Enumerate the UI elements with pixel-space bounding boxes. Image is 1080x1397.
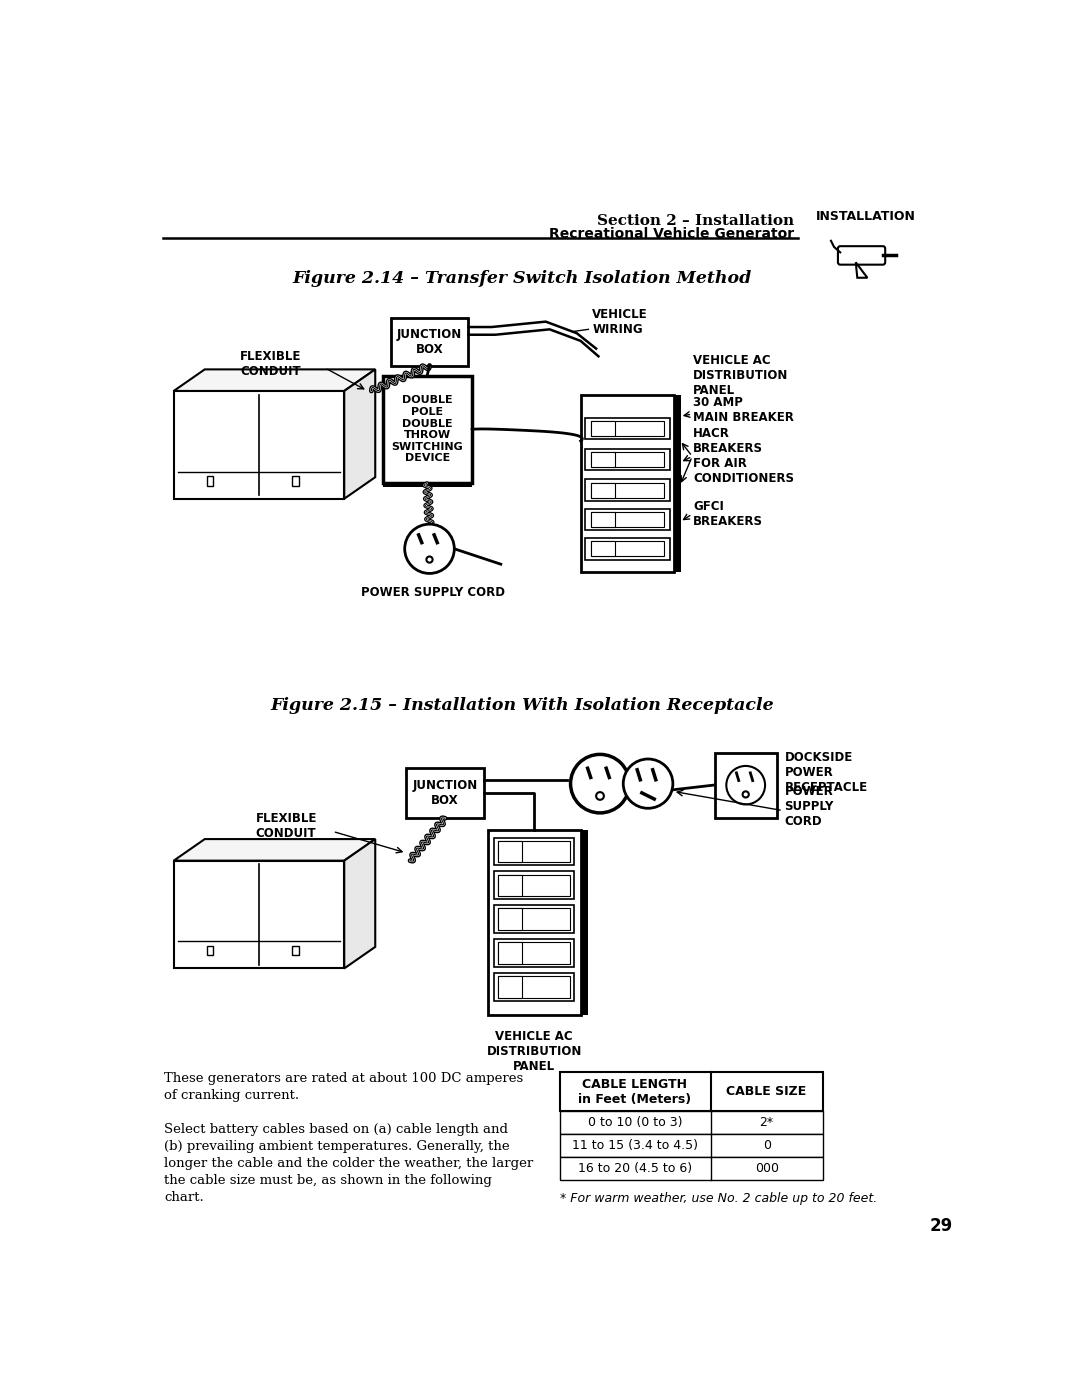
Circle shape xyxy=(727,766,765,805)
Circle shape xyxy=(596,792,604,800)
Bar xyxy=(499,875,522,895)
Bar xyxy=(383,483,472,488)
Bar xyxy=(581,395,674,571)
Text: DOCKSIDE
POWER
RECEPTACLE: DOCKSIDE POWER RECEPTACLE xyxy=(784,750,867,793)
Bar xyxy=(406,768,484,819)
Text: VEHICLE AC
DISTRIBUTION
PANEL: VEHICLE AC DISTRIBUTION PANEL xyxy=(693,353,788,397)
Text: DOUBLE
POLE
DOUBLE
THROW
SWITCHING
DEVICE: DOUBLE POLE DOUBLE THROW SWITCHING DEVIC… xyxy=(391,395,463,464)
Circle shape xyxy=(743,791,748,798)
Bar xyxy=(591,420,615,436)
Bar xyxy=(584,418,670,440)
Text: INSTALLATION: INSTALLATION xyxy=(815,210,916,224)
Text: 30 AMP
MAIN BREAKER: 30 AMP MAIN BREAKER xyxy=(693,397,794,425)
Text: HACR
BREAKERS
FOR AIR
CONDITIONERS: HACR BREAKERS FOR AIR CONDITIONERS xyxy=(693,427,794,485)
Text: 11 to 15 (3.4 to 4.5): 11 to 15 (3.4 to 4.5) xyxy=(572,1139,698,1153)
Text: VEHICLE
WIRING: VEHICLE WIRING xyxy=(592,307,648,335)
Bar xyxy=(499,977,522,997)
Circle shape xyxy=(623,759,673,809)
Text: Figure 2.15 – Installation With Isolation Receptacle: Figure 2.15 – Installation With Isolatio… xyxy=(271,697,774,714)
Bar xyxy=(581,830,589,1014)
Bar xyxy=(499,908,570,930)
Bar xyxy=(559,1073,823,1111)
Polygon shape xyxy=(345,369,375,499)
Bar xyxy=(715,753,777,819)
Bar xyxy=(499,942,570,964)
Bar xyxy=(494,872,575,900)
Text: VEHICLE AC
DISTRIBUTION
PANEL: VEHICLE AC DISTRIBUTION PANEL xyxy=(486,1030,582,1073)
Text: 29: 29 xyxy=(930,1217,953,1235)
Bar xyxy=(591,420,663,436)
Circle shape xyxy=(570,754,630,813)
Bar xyxy=(591,451,615,467)
Text: 0 to 10 (0 to 3): 0 to 10 (0 to 3) xyxy=(588,1116,683,1129)
Bar xyxy=(207,476,213,486)
Bar xyxy=(391,317,469,366)
Bar xyxy=(499,875,570,895)
Bar xyxy=(584,538,670,560)
Bar xyxy=(174,391,345,499)
Bar xyxy=(494,974,575,1000)
Text: 000: 000 xyxy=(755,1162,779,1175)
Bar xyxy=(591,541,663,556)
FancyBboxPatch shape xyxy=(838,246,886,264)
Text: 0: 0 xyxy=(762,1139,771,1153)
Text: JUNCTION
BOX: JUNCTION BOX xyxy=(396,328,462,356)
Polygon shape xyxy=(855,263,867,278)
Bar xyxy=(591,482,615,497)
Bar xyxy=(499,977,570,997)
Bar xyxy=(499,908,522,930)
Bar xyxy=(559,1111,823,1134)
Polygon shape xyxy=(174,369,375,391)
Bar xyxy=(499,841,570,862)
Text: CABLE LENGTH
in Feet (Meters): CABLE LENGTH in Feet (Meters) xyxy=(578,1077,691,1105)
Text: These generators are rated at about 100 DC amperes
of cranking current.

Select : These generators are rated at about 100 … xyxy=(164,1073,534,1204)
Text: 2*: 2* xyxy=(759,1116,773,1129)
Polygon shape xyxy=(345,840,375,968)
Text: POWER
SUPPLY
CORD: POWER SUPPLY CORD xyxy=(784,785,834,828)
Bar xyxy=(584,448,670,471)
Bar xyxy=(494,905,575,933)
Bar xyxy=(584,479,670,502)
Text: GFCI
BREAKERS: GFCI BREAKERS xyxy=(693,500,762,528)
Text: Section 2 – Installation: Section 2 – Installation xyxy=(596,214,794,228)
Bar xyxy=(499,942,522,964)
Text: POWER SUPPLY CORD: POWER SUPPLY CORD xyxy=(362,585,505,599)
Bar xyxy=(584,509,670,531)
Text: FLEXIBLE
CONDUIT: FLEXIBLE CONDUIT xyxy=(256,812,316,840)
Bar xyxy=(383,376,472,483)
Text: FLEXIBLE
CONDUIT: FLEXIBLE CONDUIT xyxy=(240,351,301,379)
Text: * For warm weather, use No. 2 cable up to 20 feet.: * For warm weather, use No. 2 cable up t… xyxy=(559,1192,877,1204)
Bar xyxy=(591,511,663,527)
Circle shape xyxy=(427,556,433,563)
Bar xyxy=(488,830,581,1014)
Bar xyxy=(494,939,575,967)
Bar xyxy=(494,838,575,865)
Bar xyxy=(559,1134,823,1157)
Bar xyxy=(207,946,213,956)
Bar xyxy=(591,541,615,556)
Bar xyxy=(293,476,298,486)
Text: 16 to 20 (4.5 to 6): 16 to 20 (4.5 to 6) xyxy=(578,1162,692,1175)
Bar xyxy=(674,395,681,571)
Polygon shape xyxy=(174,840,375,861)
Bar xyxy=(591,482,663,497)
Text: CABLE SIZE: CABLE SIZE xyxy=(727,1085,807,1098)
Bar xyxy=(591,451,663,467)
Text: Figure 2.14 – Transfer Switch Isolation Method: Figure 2.14 – Transfer Switch Isolation … xyxy=(293,270,752,286)
Bar xyxy=(591,511,615,527)
Text: JUNCTION
BOX: JUNCTION BOX xyxy=(413,780,477,807)
Bar xyxy=(499,841,522,862)
Bar xyxy=(174,861,345,968)
Bar xyxy=(293,946,298,956)
Text: Recreational Vehicle Generator: Recreational Vehicle Generator xyxy=(549,226,794,240)
Bar xyxy=(559,1157,823,1180)
Circle shape xyxy=(405,524,455,573)
